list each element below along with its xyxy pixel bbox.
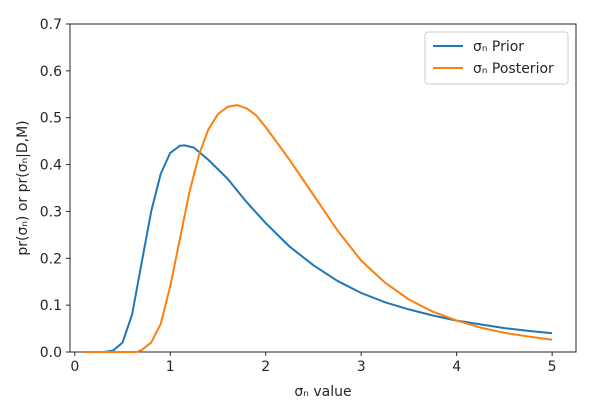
- legend-entry-label: σₙ Posterior: [473, 61, 554, 77]
- x-tick-label: 4: [452, 359, 461, 375]
- series-layer: [84, 104, 553, 353]
- x-tick-label: 2: [261, 359, 270, 375]
- y-tick-label: 0.6: [40, 64, 62, 80]
- y-tick-label: 0.2: [40, 251, 62, 267]
- y-axis-ticks: 0.0 0.1 0.2 0.3 0.4 0.5 0.6 0.7: [40, 17, 70, 361]
- series-line-1: [84, 104, 553, 353]
- y-axis-label: pr(σₙ) or pr(σₙ|D,M): [15, 120, 31, 255]
- y-tick-label: 0.7: [40, 17, 62, 33]
- x-tick-label: 1: [166, 359, 175, 375]
- x-axis-ticks: 0 1 2 3 4 5: [70, 352, 557, 375]
- axes-frame: [69, 23, 577, 353]
- x-axis-label: σₙ value: [294, 384, 351, 400]
- y-tick-label: 0.5: [40, 111, 62, 127]
- plot-frame: [69, 23, 577, 353]
- y-tick-label: 0.3: [40, 204, 62, 220]
- series-line-0: [84, 144, 553, 353]
- y-tick-label: 0.0: [40, 345, 62, 361]
- x-tick-label: 3: [357, 359, 366, 375]
- legend-entry-label: σₙ Prior: [473, 39, 524, 55]
- y-tick-label: 0.1: [40, 298, 62, 314]
- x-tick-label: 0: [70, 359, 79, 375]
- legend: σₙ Prior σₙ Posterior: [424, 31, 569, 85]
- x-tick-label: 5: [548, 359, 557, 375]
- y-tick-label: 0.4: [40, 158, 62, 174]
